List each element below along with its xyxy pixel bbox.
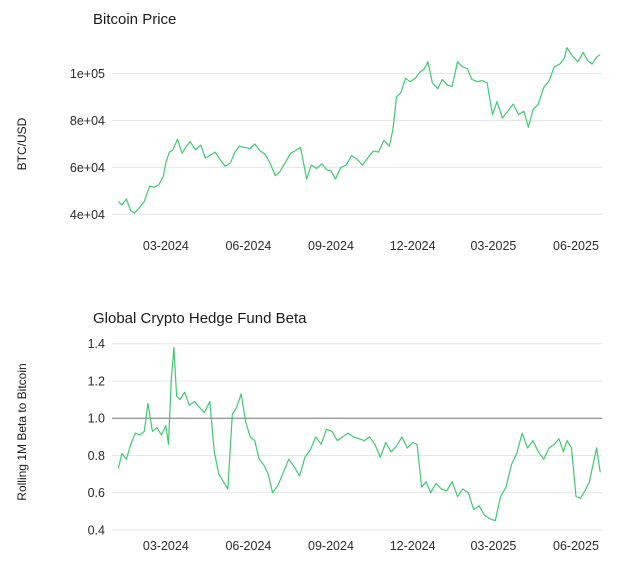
x-tick-label: 03-2024: [143, 239, 189, 253]
y-tick-label: 8e+04: [70, 114, 105, 128]
y-tick-labels: 4e+04 6e+04 8e+04 1e+05: [70, 67, 105, 222]
beta-series: [117, 346, 601, 522]
chart-title: Bitcoin Price: [93, 11, 176, 28]
y-tick-label: 0.4: [88, 524, 105, 538]
y-tick-label: 0.6: [88, 486, 105, 500]
y-tick-label: 6e+04: [70, 161, 105, 175]
y-tick-label: 1e+05: [70, 67, 105, 81]
y-tick-label: 1.0: [88, 412, 105, 426]
y-tick-label: 4e+04: [70, 208, 105, 222]
y-tick-labels: 0.4 0.6 0.8 1.0 1.2 1.4: [88, 337, 105, 537]
x-tick-labels: 03-2024 06-2024 09-2024 12-2024 03-2025 06-20…: [143, 539, 599, 553]
x-tick-label: 06-2025: [553, 239, 599, 253]
x-tick-label: 12-2024: [390, 539, 436, 553]
x-tick-label: 12-2024: [390, 239, 436, 253]
x-tick-label: 06-2025: [553, 539, 599, 553]
x-tick-label: 06-2024: [225, 239, 271, 253]
gridlines: [112, 343, 602, 531]
y-tick-label: 1.4: [88, 337, 105, 351]
x-tick-label: 09-2024: [308, 539, 354, 553]
chart-title: Global Crypto Hedge Fund Beta: [93, 310, 307, 327]
y-axis-label: Rolling 1M Beta to Bitcoin: [15, 363, 29, 500]
price-series: [117, 47, 601, 214]
bitcoin-price-chart: Bitcoin Price BTC/USD 4e+04 6e+04 8e+04 1e+…: [15, 11, 602, 253]
series-line: [117, 346, 601, 522]
x-tick-label: 09-2024: [308, 239, 354, 253]
hedge-fund-beta-chart: Global Crypto Hedge Fund Beta Rolling 1M…: [15, 310, 602, 553]
x-tick-label: 03-2025: [470, 539, 516, 553]
x-tick-label: 06-2024: [225, 539, 271, 553]
x-tick-labels: 03-2024 06-2024 09-2024 12-2024 03-2025 06-20…: [143, 239, 599, 253]
y-tick-label: 1.2: [88, 374, 105, 388]
y-axis-label: BTC/USD: [15, 117, 29, 170]
x-tick-label: 03-2024: [143, 539, 189, 553]
x-tick-label: 03-2025: [470, 239, 516, 253]
series-line: [117, 47, 601, 214]
y-tick-label: 0.8: [88, 449, 105, 463]
gridlines: [112, 73, 602, 215]
